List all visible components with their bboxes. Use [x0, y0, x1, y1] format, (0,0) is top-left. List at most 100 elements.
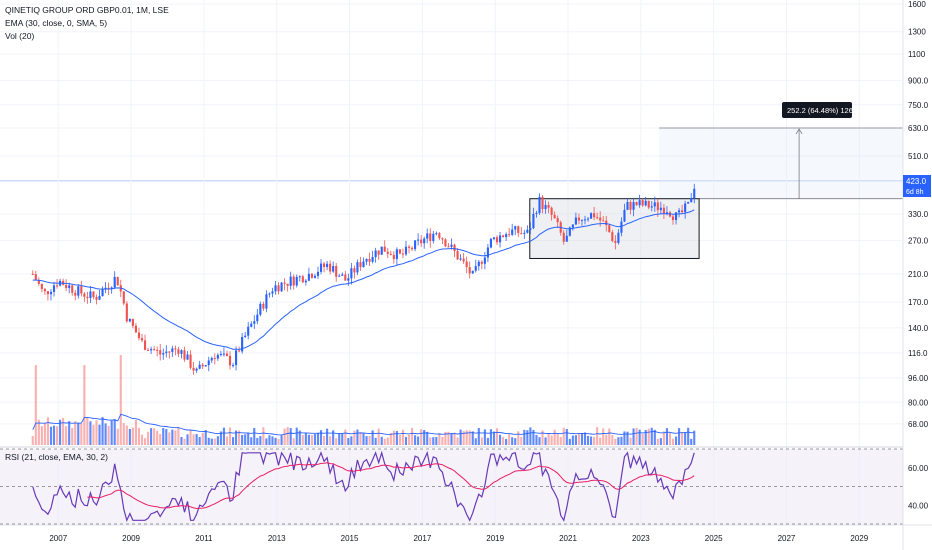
volume-bar	[398, 435, 401, 445]
candle	[137, 332, 141, 339]
candle	[271, 291, 274, 294]
candle	[626, 201, 629, 210]
volume-bar	[614, 438, 617, 445]
candle	[332, 266, 335, 272]
volume-bar	[49, 426, 53, 445]
candle	[68, 285, 71, 289]
volume-bar	[298, 430, 301, 445]
volume-bar	[568, 438, 571, 445]
volume-bar	[156, 430, 159, 445]
volume-bar	[131, 427, 134, 445]
volume-bar	[292, 438, 295, 445]
candle	[398, 249, 401, 254]
volume-bar	[374, 437, 377, 445]
volume-bar	[283, 428, 286, 445]
candle	[277, 285, 280, 292]
time-axis[interactable]: 2007 2009 2011 2013 2015 2017 2019 2021 2023 2025…	[0, 524, 932, 543]
volume-bar	[656, 438, 659, 445]
candle	[492, 237, 496, 239]
candle	[110, 287, 113, 289]
volume-bar	[347, 437, 350, 445]
volume-bar	[502, 436, 505, 445]
volume-bar	[359, 431, 362, 445]
volume-bar	[238, 430, 241, 445]
candle	[514, 226, 517, 230]
volume-bar	[626, 431, 629, 445]
last-price-badge	[903, 175, 931, 197]
volume-bar	[477, 427, 480, 445]
candle	[262, 303, 265, 309]
candle	[505, 234, 508, 237]
price-tick: 170.0	[908, 298, 929, 307]
candle	[37, 280, 40, 284]
candle	[410, 247, 414, 250]
price-tick: 210.0	[908, 270, 929, 279]
candle	[380, 246, 383, 255]
volume-bar	[538, 437, 541, 445]
volume-bar	[498, 434, 502, 445]
volume-bar	[590, 436, 593, 445]
volume-bar	[380, 436, 383, 445]
candle	[568, 227, 571, 236]
measure-projection[interactable]	[659, 127, 903, 200]
volume-bar	[137, 427, 141, 445]
volume-bar	[623, 431, 626, 445]
candle	[174, 348, 177, 350]
volume-bar	[647, 428, 650, 445]
candle	[244, 335, 247, 337]
volume-bar	[253, 427, 256, 445]
volume-bar	[635, 427, 638, 445]
volume-bar	[596, 427, 599, 445]
candle	[368, 258, 371, 262]
time-tick: 2017	[413, 534, 431, 543]
rsi-pane-background	[0, 446, 903, 525]
price-tick: 1600	[908, 0, 926, 9]
volume-bar	[34, 365, 37, 445]
price-axis[interactable]: 1600 1300 1100 900.0 750.0 630.0 510.0 330.0 270…	[902, 0, 929, 550]
candle	[383, 246, 386, 252]
volume-bar	[605, 434, 608, 445]
ema-path	[32, 209, 695, 350]
volume-bar	[465, 430, 468, 445]
price-tick: 68.00	[908, 420, 929, 429]
candle	[529, 228, 532, 230]
volume-bar	[468, 430, 471, 445]
candle	[168, 351, 171, 353]
candle	[147, 349, 150, 351]
candle	[307, 273, 310, 281]
candle	[523, 232, 526, 234]
volume-bar	[183, 438, 186, 445]
candle	[55, 285, 59, 287]
volume-bar	[593, 436, 596, 445]
candle	[125, 303, 128, 322]
candle	[159, 350, 162, 355]
candle	[80, 286, 83, 294]
candle	[435, 233, 438, 235]
candle	[335, 266, 338, 277]
candle	[414, 240, 417, 250]
rsi-tick: 60.00	[908, 464, 929, 473]
volume-bar	[98, 424, 101, 445]
volume-bar	[435, 437, 438, 445]
volume-bar	[486, 437, 489, 445]
candle	[86, 296, 89, 298]
volume-bar	[92, 424, 95, 445]
volume-bar	[280, 435, 283, 445]
candle	[195, 368, 198, 371]
volume-bar	[77, 423, 80, 445]
volume-bar	[213, 438, 216, 445]
volume-bar	[322, 435, 326, 445]
candle	[438, 233, 441, 239]
rsi-lines	[32, 450, 695, 523]
range-box[interactable]	[529, 198, 700, 259]
volume-bar	[365, 436, 368, 445]
candle	[341, 274, 344, 276]
volume-bar	[577, 433, 581, 445]
volume-bar	[89, 421, 92, 445]
candle	[453, 244, 456, 252]
candle	[92, 291, 95, 298]
candle	[401, 253, 405, 255]
volume-bar	[550, 435, 553, 445]
